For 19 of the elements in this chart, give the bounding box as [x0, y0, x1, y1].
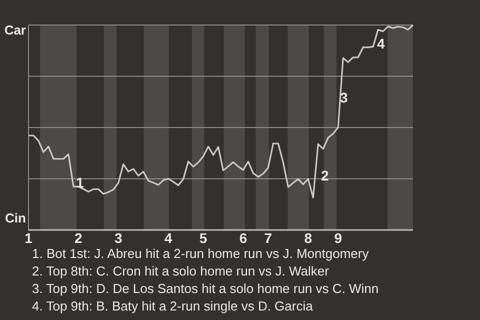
x-tick-label: 9	[334, 230, 342, 246]
x-tick-label: 8	[304, 230, 312, 246]
x-tick-label: 7	[264, 230, 272, 246]
x-tick-label: 5	[199, 230, 208, 246]
text: 2. Top 8th: C. Cron hit a solo home run vs J. Walker	[32, 264, 330, 278]
x-tick-label: 1	[24, 230, 33, 246]
annotation: 3	[340, 90, 348, 106]
x-tick-label: 6	[239, 230, 248, 246]
x-tick-label: 3	[114, 230, 122, 246]
text: 4. Top 9th: B. Baty hit a 2-run single vs D. Garcia	[32, 298, 314, 314]
x-tick-label: 4	[164, 230, 172, 246]
annotation: 2	[321, 168, 329, 184]
text: 1. Bot 1st: J. Abreu hit a 2-run home run vs J. Montgomery	[32, 246, 370, 261]
text: Cin	[5, 210, 26, 226]
annotation: 4	[377, 36, 385, 52]
text: 3. Top 9th: D. De Los Santos hit a solo home run vs C. Winn	[32, 281, 379, 296]
text: Car	[4, 22, 26, 38]
x-tick-label: 2	[74, 230, 83, 246]
annotation: 1	[76, 174, 84, 191]
